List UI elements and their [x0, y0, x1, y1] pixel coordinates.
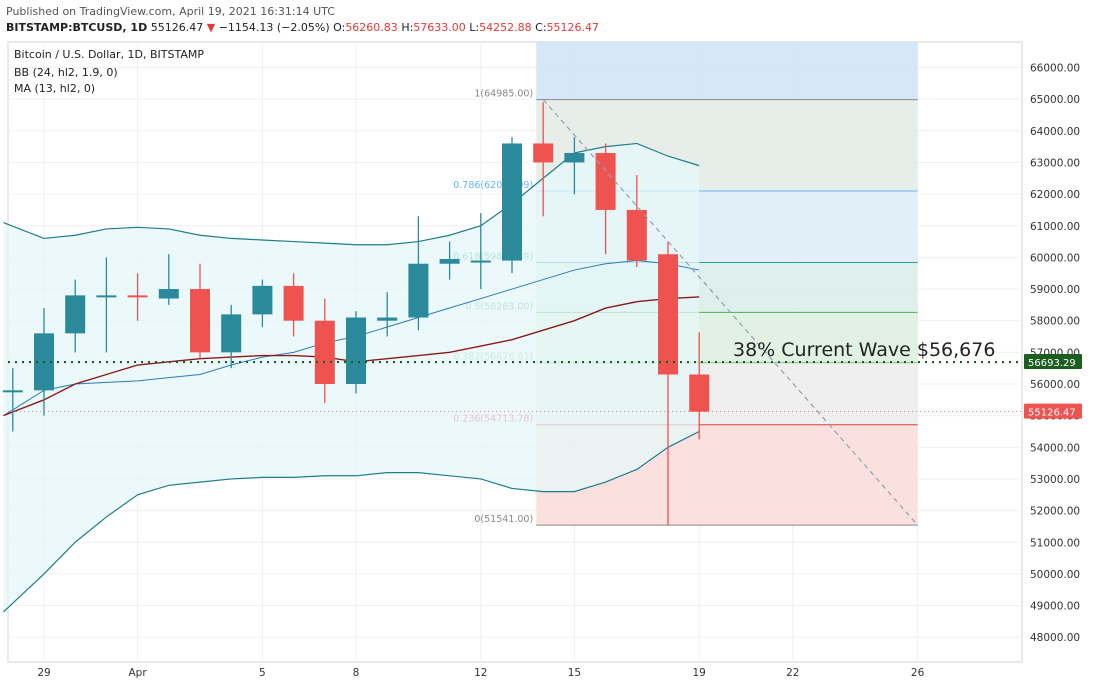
price-tag-label: 55126.47	[1028, 408, 1076, 419]
x-tick-label: 15	[568, 667, 581, 679]
price-tag	[1024, 403, 1082, 419]
y-tick-label: 53000.00	[1030, 474, 1080, 486]
y-tick-label: 59000.00	[1030, 284, 1080, 296]
candle-body[interactable]	[689, 374, 710, 412]
legend-title[interactable]: Bitcoin / U.S. Dollar, 1D, BITSTAMP	[14, 48, 204, 61]
close-label: C:	[535, 21, 547, 34]
y-tick-label: 60000.00	[1030, 252, 1080, 264]
x-tick-label: 12	[474, 667, 487, 679]
symbol-label[interactable]: BITSTAMP:BTCUSD, 1D	[6, 21, 148, 34]
bb-upper-line[interactable]	[3, 142, 700, 246]
candle-body[interactable]	[658, 254, 678, 375]
low-value: 54252.88	[479, 21, 532, 34]
trend-line[interactable]	[542, 99, 919, 526]
open-label: O:	[333, 21, 346, 34]
bb-lower-line[interactable]	[3, 430, 700, 613]
x-tick-label: 19	[693, 667, 706, 679]
down-arrow-icon: ▼	[206, 21, 216, 34]
close-value: 55126.47	[546, 21, 600, 34]
y-tick-label: 48000.00	[1030, 632, 1080, 644]
candle-body[interactable]	[439, 258, 460, 264]
legend-ma[interactable]: MA (13, hl2, 0)	[14, 82, 96, 95]
x-tick-label: 29	[37, 667, 50, 679]
y-tick-label: 62000.00	[1030, 189, 1080, 201]
candle-body[interactable]	[314, 320, 335, 384]
published-line: Published on TradingView.com, April 19, …	[6, 5, 335, 18]
y-tick-label: 61000.00	[1030, 221, 1080, 233]
symbol-ohlc-line: BITSTAMP:BTCUSD, 1D 55126.47 ▼ −1154.13 …	[6, 21, 599, 34]
candle-body[interactable]	[533, 143, 554, 163]
candle-body[interactable]	[221, 314, 242, 353]
candle-body[interactable]	[127, 295, 148, 298]
candle-body[interactable]	[190, 289, 210, 353]
y-tick-label: 56000.00	[1030, 379, 1080, 391]
x-tick-label: Apr	[129, 667, 148, 679]
candle-body[interactable]	[283, 285, 304, 321]
fib-level-label: 1(64985.00)	[474, 89, 533, 100]
fib-level-label: 0(51541.00)	[474, 514, 533, 525]
candle-body[interactable]	[626, 209, 647, 261]
y-tick-label: 50000.00	[1030, 569, 1080, 581]
y-tick-label: 66000.00	[1030, 63, 1080, 75]
price-tag	[1024, 354, 1082, 370]
y-tick-label: 65000.00	[1030, 94, 1080, 106]
candle-body[interactable]	[65, 295, 86, 334]
y-tick-label: 64000.00	[1030, 126, 1080, 138]
price-tag-label: 56693.29	[1028, 358, 1076, 369]
y-tick-label: 58000.00	[1030, 316, 1080, 328]
annotation-text[interactable]: 38% Current Wave $56,676	[733, 339, 995, 361]
x-tick-label: 5	[259, 667, 266, 679]
candle-body[interactable]	[377, 317, 398, 321]
target-zone	[536, 42, 918, 100]
candle-body[interactable]	[564, 152, 585, 163]
candle-body[interactable]	[158, 289, 179, 299]
x-tick-label: 26	[911, 667, 925, 679]
candle-body[interactable]	[252, 285, 273, 315]
fib-level-label: 0.786(62097.99)	[453, 180, 533, 191]
low-label: L:	[469, 21, 480, 34]
y-tick-label: 54000.00	[1030, 442, 1080, 454]
high-label: H:	[401, 21, 414, 34]
candle-body[interactable]	[96, 295, 117, 298]
x-tick-label: 22	[786, 667, 799, 679]
candle-body[interactable]	[2, 390, 23, 393]
chart-header: Published on TradingView.com, April 19, …	[0, 0, 1094, 42]
y-tick-label: 63000.00	[1030, 157, 1080, 169]
y-tick-label: 49000.00	[1030, 601, 1080, 613]
x-tick-label: 8	[353, 667, 360, 679]
candle-body[interactable]	[408, 263, 429, 318]
y-tick-label: 52000.00	[1030, 506, 1080, 518]
candle-body[interactable]	[595, 152, 616, 210]
legend-bb[interactable]: BB (24, hl2, 1.9, 0)	[14, 66, 118, 79]
open-value: 56260.83	[345, 21, 398, 34]
candle-body[interactable]	[346, 317, 366, 384]
price-change: −1154.13 (−2.05%)	[218, 21, 330, 34]
y-tick-label: 51000.00	[1030, 537, 1080, 549]
candle-body[interactable]	[502, 143, 522, 261]
high-value: 57633.00	[413, 21, 466, 34]
candle-body[interactable]	[470, 260, 491, 263]
last-price: 55126.47	[150, 21, 204, 34]
